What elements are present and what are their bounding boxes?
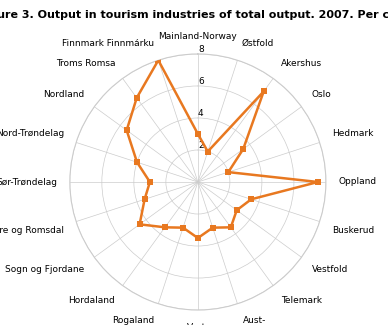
Text: Hordaland: Hordaland (68, 296, 115, 305)
Text: Østfold: Østfold (241, 39, 274, 48)
Text: Nord-Trøndelag: Nord-Trøndelag (0, 129, 64, 138)
Text: Figure 3. Output in tourism industries of total output. 2007. Per cent: Figure 3. Output in tourism industries o… (0, 10, 388, 20)
Text: Troms Romsa: Troms Romsa (55, 59, 115, 68)
Text: Akershus: Akershus (281, 59, 322, 68)
Text: Aust-
Agder: Aust- Agder (241, 316, 268, 325)
Text: Buskerud: Buskerud (332, 226, 374, 235)
Text: Oppland: Oppland (339, 177, 377, 187)
Text: Nordland: Nordland (43, 90, 84, 99)
Text: Mainland-Norway: Mainland-Norway (159, 32, 237, 41)
Text: Finnmark Finnmárku: Finnmark Finnmárku (62, 39, 154, 48)
Text: Vestfold: Vestfold (312, 265, 348, 274)
Text: Vest-
Agder: Vest- Agder (184, 323, 211, 325)
Text: Sogn og Fjordane: Sogn og Fjordane (5, 265, 84, 274)
Text: Møre og Romsdal: Møre og Romsdal (0, 226, 64, 235)
Text: Sør-Trøndelag: Sør-Trøndelag (0, 177, 57, 187)
Text: Hedmark: Hedmark (332, 129, 373, 138)
Text: Telemark: Telemark (281, 296, 322, 305)
Text: Rogaland: Rogaland (112, 316, 154, 325)
Text: Oslo: Oslo (312, 90, 332, 99)
